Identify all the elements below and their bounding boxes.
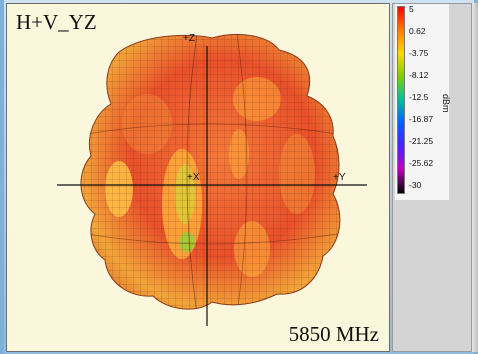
legend-tick: 5 [409, 4, 414, 14]
plot-title: H+V_YZ [16, 10, 97, 34]
scrollbar[interactable] [472, 3, 478, 352]
x-axis-label: +X [187, 172, 200, 183]
y-axis-label: +Y [333, 172, 346, 183]
legend-tick: -12.5 [409, 92, 429, 102]
frequency-label: 5850 MHz [288, 322, 379, 346]
legend-tick: 0.62 [409, 26, 426, 36]
pattern-body [80, 33, 341, 310]
legend-tick: -25.62 [409, 158, 434, 168]
legend-tick: -16.87 [409, 114, 434, 124]
z-axis-label: +Z [183, 33, 195, 44]
legend-scale-box: 5 0.62 -3.75 -8.12 -12.5 -16.87 -21.25 -… [395, 4, 449, 200]
radiation-pattern-plot[interactable]: H+V_YZ +Z +X +Y 5850 MHz [6, 3, 390, 352]
color-legend: 5 0.62 -3.75 -8.12 -12.5 -16.87 -21.25 -… [392, 3, 472, 352]
unit-label: dBm [441, 94, 451, 113]
legend-tick: -21.25 [409, 136, 434, 146]
legend-tick: -30 [409, 180, 422, 190]
radiation-pattern-3d [57, 33, 367, 326]
legend-tick: -3.75 [409, 48, 429, 58]
legend-tick: -8.12 [409, 70, 429, 80]
colorbar [397, 6, 405, 194]
